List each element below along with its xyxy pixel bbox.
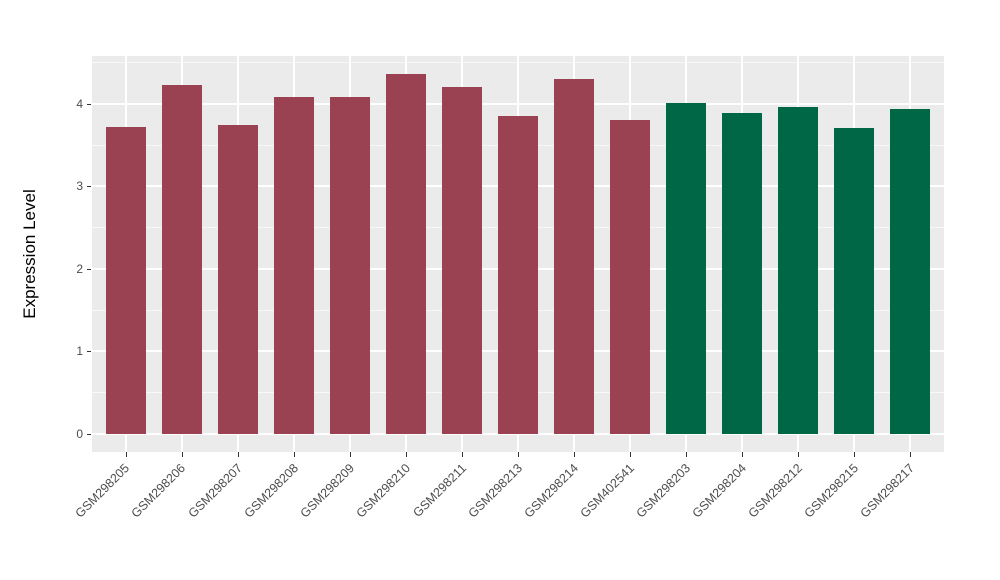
bar-GSM402541: [610, 120, 650, 434]
y-tick-label-4: 4: [76, 96, 83, 111]
x-tick-label-text: GSM298211: [409, 461, 469, 520]
bar-GSM298210: [385, 74, 426, 434]
x-tick-label-text: GSM298207: [185, 461, 245, 521]
x-tick-mark: [293, 452, 295, 457]
bar-GSM298213: [498, 116, 538, 434]
x-tick-mark: [349, 452, 351, 457]
x-tick-label-text: GSM298209: [297, 461, 357, 521]
x-tick-label-text: GSM298210: [353, 461, 413, 521]
x-tick-mark: [461, 452, 463, 457]
x-tick-mark: [630, 452, 632, 457]
x-tick-label-text: GSM298214: [521, 461, 581, 521]
x-tick-mark: [518, 452, 519, 457]
y-axis-title: Expression Level: [20, 189, 39, 319]
x-tick-mark: [854, 452, 856, 457]
bar-GSM298217: [890, 108, 931, 434]
x-tick-label-text: GSM298215: [801, 461, 862, 521]
x-tick-label-text: GSM298203: [633, 461, 694, 521]
bar-GSM298205: [105, 126, 146, 434]
y-tick-mark: [87, 433, 91, 435]
y-tick-mark: [87, 268, 91, 270]
x-tick-label-text: GSM298204: [689, 461, 750, 521]
x-tick-mark: [910, 452, 912, 457]
bar-GSM298204: [722, 112, 763, 434]
bar-GSM298206: [161, 84, 202, 434]
x-tick-mark: [237, 452, 239, 457]
bar-GSM298215: [834, 127, 875, 434]
y-tick-label-2: 2: [76, 261, 83, 276]
x-tick-mark: [798, 452, 800, 457]
x-tick-mark: [686, 452, 688, 457]
x-tick-label-text: GSM298205: [72, 461, 133, 521]
bar-GSM298212: [778, 107, 819, 434]
y-tick-mark: [87, 351, 91, 353]
y-tick-label-0: 0: [76, 426, 83, 441]
y-tick-label-1: 1: [76, 344, 83, 359]
plot-panel: [92, 56, 944, 452]
x-tick-label-text: GSM402541: [577, 461, 637, 521]
x-tick-label-text: GSM298213: [465, 461, 525, 521]
x-tick-mark: [742, 452, 744, 457]
bar-GSM298207: [217, 125, 258, 434]
bar-GSM298209: [329, 97, 370, 434]
bar-GSM298214: [554, 79, 594, 434]
x-tick-mark: [125, 452, 127, 457]
bar-GSM298203: [666, 103, 707, 434]
x-tick-label-text: GSM298206: [129, 461, 189, 521]
x-tick-label-text: GSM298208: [241, 461, 301, 521]
bar-GSM298211: [442, 86, 482, 434]
x-tick-label-text: GSM298217: [857, 461, 918, 521]
x-tick-label-text: GSM298212: [745, 461, 806, 521]
x-tick-mark: [405, 452, 407, 457]
y-tick-label-3: 3: [76, 179, 83, 194]
y-tick-mark: [87, 103, 91, 105]
y-tick-mark: [87, 186, 91, 188]
x-tick-mark: [181, 452, 183, 457]
bar-GSM298208: [273, 97, 314, 434]
x-tick-mark: [574, 452, 576, 457]
